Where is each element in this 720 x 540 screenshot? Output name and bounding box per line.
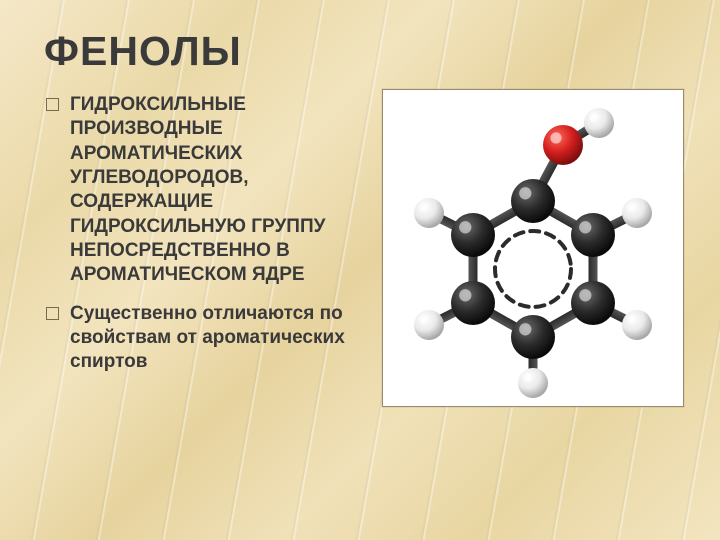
slide: ФЕНОЛЫ ГИДРОКСИЛЬНЫЕ ПРОИЗВОДНЫЕ АРОМАТИ…	[0, 0, 720, 540]
molecule-figure	[382, 89, 684, 407]
bullet-list: ГИДРОКСИЛЬНЫЕ ПРОИЗВОДНЫЕ АРОМАТИЧЕСКИХ …	[44, 93, 354, 374]
text-column: ГИДРОКСИЛЬНЫЕ ПРОИЗВОДНЫЕ АРОМАТИЧЕСКИХ …	[44, 93, 354, 388]
bullet-item: ГИДРОКСИЛЬНЫЕ ПРОИЗВОДНЫЕ АРОМАТИЧЕСКИХ …	[44, 93, 354, 288]
content-row: ГИДРОКСИЛЬНЫЕ ПРОИЗВОДНЫЕ АРОМАТИЧЕСКИХ …	[44, 93, 684, 407]
molecule-svg	[383, 89, 683, 407]
slide-title: ФЕНОЛЫ	[44, 28, 684, 75]
bullet-item: Существенно отличаются по свойствам от а…	[44, 302, 354, 375]
